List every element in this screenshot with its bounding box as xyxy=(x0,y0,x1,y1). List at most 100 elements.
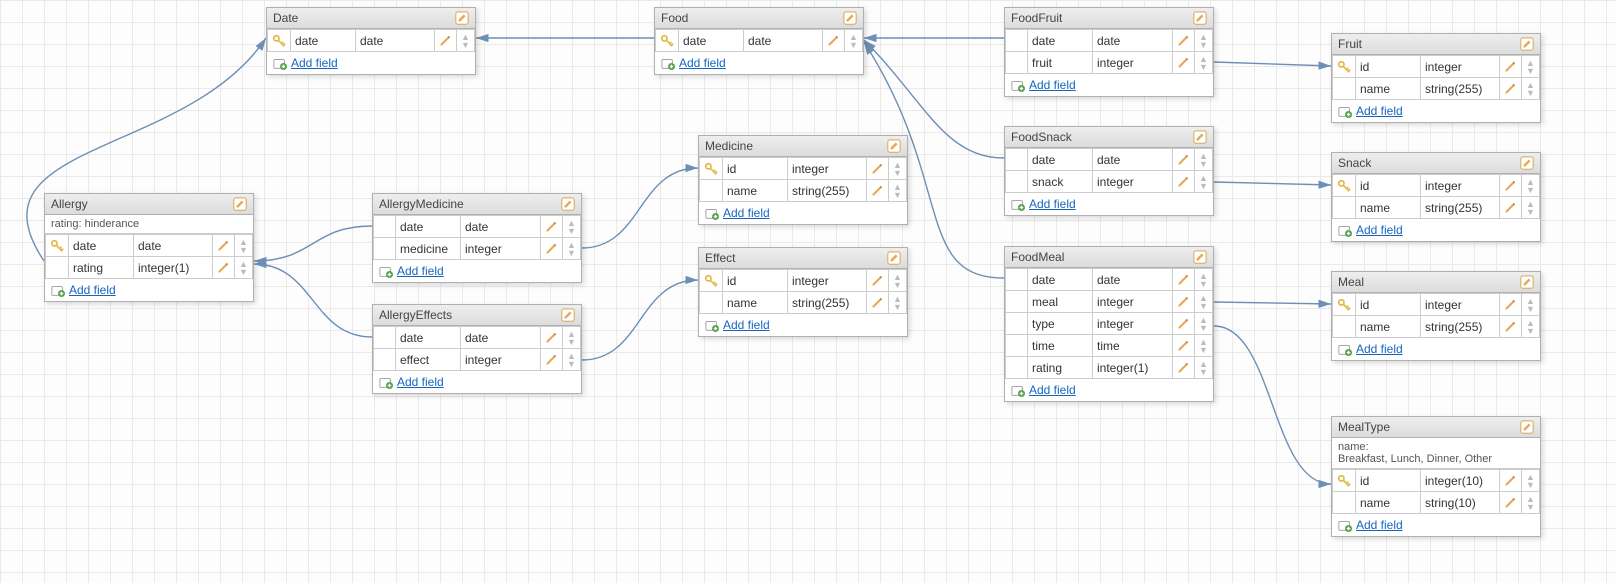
field-row[interactable]: medicineinteger xyxy=(374,238,581,260)
field-row[interactable]: datedate xyxy=(46,235,253,257)
edit-icon[interactable] xyxy=(1520,156,1534,170)
field-type[interactable]: time xyxy=(1093,335,1173,357)
field-row[interactable]: ratinginteger(1) xyxy=(1006,357,1213,379)
field-edit[interactable] xyxy=(1500,197,1522,219)
field-row[interactable]: datedate xyxy=(268,30,475,52)
field-edit[interactable] xyxy=(1500,316,1522,338)
field-type[interactable]: integer xyxy=(1093,52,1173,74)
field-type[interactable]: date xyxy=(1093,269,1173,291)
field-sort[interactable] xyxy=(1522,56,1540,78)
field-name[interactable]: date xyxy=(679,30,744,52)
field-name[interactable]: id xyxy=(723,158,788,180)
field-type[interactable]: string(255) xyxy=(788,292,867,314)
add-field[interactable]: Add field xyxy=(699,314,907,336)
field-sort[interactable] xyxy=(845,30,863,52)
add-field-link[interactable]: Add field xyxy=(69,283,116,297)
field-edit[interactable] xyxy=(213,235,235,257)
edit-icon[interactable] xyxy=(1520,275,1534,289)
entity-header[interactable]: FoodFruit xyxy=(1005,8,1213,29)
edit-icon[interactable] xyxy=(1520,420,1534,434)
field-edit[interactable] xyxy=(213,257,235,279)
field-edit[interactable] xyxy=(1173,335,1195,357)
field-row[interactable]: datedate xyxy=(1006,149,1213,171)
field-edit[interactable] xyxy=(867,270,889,292)
field-sort[interactable] xyxy=(1522,316,1540,338)
entity-mealType[interactable]: MealTypename: Breakfast, Lunch, Dinner, … xyxy=(1331,416,1541,537)
edit-icon[interactable] xyxy=(1193,11,1207,25)
field-sort[interactable] xyxy=(1195,52,1213,74)
field-type[interactable]: integer xyxy=(788,158,867,180)
field-row[interactable]: idinteger xyxy=(1333,294,1540,316)
edit-icon[interactable] xyxy=(1193,250,1207,264)
field-sort[interactable] xyxy=(889,180,907,202)
field-edit[interactable] xyxy=(1173,313,1195,335)
edit-icon[interactable] xyxy=(561,308,575,322)
entity-food[interactable]: FooddatedateAdd field xyxy=(654,7,864,75)
add-field-link[interactable]: Add field xyxy=(1356,104,1403,118)
field-type[interactable]: string(255) xyxy=(1421,197,1500,219)
entity-effect[interactable]: Effectidintegernamestring(255)Add field xyxy=(698,247,908,337)
field-sort[interactable] xyxy=(1195,149,1213,171)
edit-icon[interactable] xyxy=(561,197,575,211)
field-sort[interactable] xyxy=(1195,335,1213,357)
entity-header[interactable]: AllergyEffects xyxy=(373,305,581,326)
add-field[interactable]: Add field xyxy=(699,202,907,224)
entity-medicine[interactable]: Medicineidintegernamestring(255)Add fiel… xyxy=(698,135,908,225)
field-sort[interactable] xyxy=(1195,357,1213,379)
edit-icon[interactable] xyxy=(887,251,901,265)
field-edit[interactable] xyxy=(435,30,457,52)
field-edit[interactable] xyxy=(1173,269,1195,291)
field-edit[interactable] xyxy=(541,327,563,349)
field-name[interactable]: date xyxy=(396,216,461,238)
field-edit[interactable] xyxy=(541,238,563,260)
field-sort[interactable] xyxy=(1195,291,1213,313)
field-name[interactable]: time xyxy=(1028,335,1093,357)
field-edit[interactable] xyxy=(1500,294,1522,316)
field-edit[interactable] xyxy=(1173,52,1195,74)
field-sort[interactable] xyxy=(1195,171,1213,193)
add-field-link[interactable]: Add field xyxy=(679,56,726,70)
field-sort[interactable] xyxy=(1522,197,1540,219)
field-type[interactable]: integer xyxy=(788,270,867,292)
edit-icon[interactable] xyxy=(887,139,901,153)
field-edit[interactable] xyxy=(1500,78,1522,100)
field-type[interactable]: integer(1) xyxy=(1093,357,1173,379)
field-edit[interactable] xyxy=(1500,470,1522,492)
field-sort[interactable] xyxy=(889,270,907,292)
field-row[interactable]: datedate xyxy=(374,327,581,349)
field-sort[interactable] xyxy=(1522,78,1540,100)
add-field[interactable]: Add field xyxy=(1332,219,1540,241)
entity-header[interactable]: Fruit xyxy=(1332,34,1540,55)
field-type[interactable]: integer xyxy=(461,238,541,260)
field-name[interactable]: rating xyxy=(1028,357,1093,379)
field-edit[interactable] xyxy=(1173,30,1195,52)
field-name[interactable]: date xyxy=(291,30,356,52)
field-type[interactable]: integer xyxy=(1421,56,1500,78)
add-field-link[interactable]: Add field xyxy=(1356,518,1403,532)
field-name[interactable]: name xyxy=(1356,492,1421,514)
field-name[interactable]: date xyxy=(1028,149,1093,171)
field-row[interactable]: idinteger(10) xyxy=(1333,470,1540,492)
entity-header[interactable]: Food xyxy=(655,8,863,29)
field-name[interactable]: date xyxy=(396,327,461,349)
field-sort[interactable] xyxy=(1195,269,1213,291)
field-type[interactable]: date xyxy=(461,327,541,349)
field-name[interactable]: name xyxy=(1356,316,1421,338)
field-edit[interactable] xyxy=(823,30,845,52)
field-row[interactable]: idinteger xyxy=(1333,175,1540,197)
add-field-link[interactable]: Add field xyxy=(723,318,770,332)
field-type[interactable]: integer xyxy=(461,349,541,371)
field-sort[interactable] xyxy=(457,30,475,52)
field-type[interactable]: integer xyxy=(1421,175,1500,197)
field-type[interactable]: integer xyxy=(1421,294,1500,316)
field-name[interactable]: date xyxy=(1028,30,1093,52)
field-name[interactable]: name xyxy=(1356,197,1421,219)
field-row[interactable]: datedate xyxy=(1006,30,1213,52)
field-type[interactable]: integer xyxy=(1093,291,1173,313)
field-edit[interactable] xyxy=(1500,492,1522,514)
field-row[interactable]: mealinteger xyxy=(1006,291,1213,313)
field-type[interactable]: string(10) xyxy=(1421,492,1500,514)
field-edit[interactable] xyxy=(1173,171,1195,193)
field-type[interactable]: integer xyxy=(1093,313,1173,335)
add-field[interactable]: Add field xyxy=(373,260,581,282)
